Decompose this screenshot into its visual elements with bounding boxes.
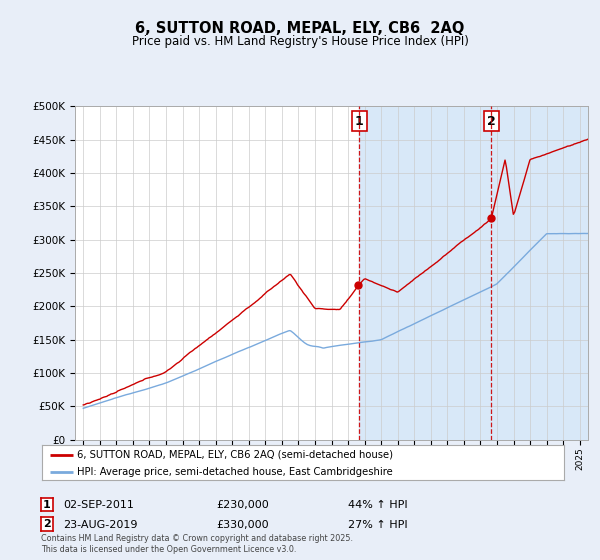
Text: 27% ↑ HPI: 27% ↑ HPI [348,520,407,530]
Text: 6, SUTTON ROAD, MEPAL, ELY, CB6 2AQ (semi-detached house): 6, SUTTON ROAD, MEPAL, ELY, CB6 2AQ (sem… [77,450,394,460]
Text: 2: 2 [487,115,496,128]
Text: 1: 1 [43,500,50,510]
Text: HPI: Average price, semi-detached house, East Cambridgeshire: HPI: Average price, semi-detached house,… [77,466,393,477]
Text: 6, SUTTON ROAD, MEPAL, ELY, CB6  2AQ: 6, SUTTON ROAD, MEPAL, ELY, CB6 2AQ [136,21,464,36]
Text: 2: 2 [43,519,50,529]
Text: Price paid vs. HM Land Registry's House Price Index (HPI): Price paid vs. HM Land Registry's House … [131,35,469,48]
Text: 23-AUG-2019: 23-AUG-2019 [63,520,137,530]
Text: 44% ↑ HPI: 44% ↑ HPI [348,500,407,510]
Text: £230,000: £230,000 [216,500,269,510]
Text: 02-SEP-2011: 02-SEP-2011 [63,500,134,510]
Text: 1: 1 [355,115,364,128]
Text: Contains HM Land Registry data © Crown copyright and database right 2025.
This d: Contains HM Land Registry data © Crown c… [41,534,353,554]
Bar [359,106,588,440]
Text: £330,000: £330,000 [216,520,269,530]
